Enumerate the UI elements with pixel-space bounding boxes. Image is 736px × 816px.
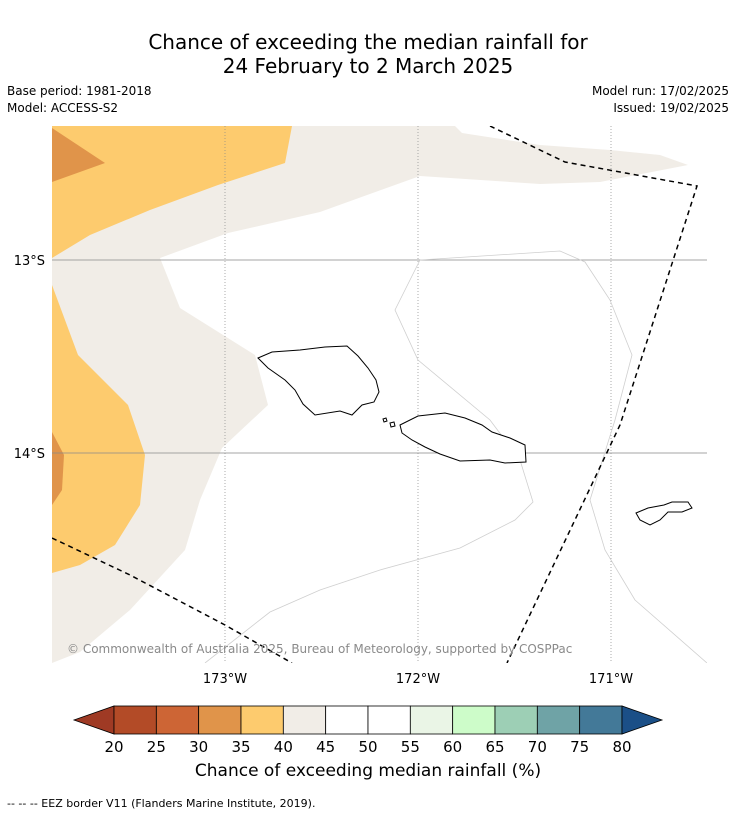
colorbar-segment-65-70 (494, 705, 538, 735)
issued-date: Issued: 19/02/2025 (613, 101, 729, 115)
territorial-boundary (419, 250, 707, 663)
lon-label-172w: 172°W (396, 672, 440, 687)
colorbar-segment-55-60 (409, 705, 454, 735)
lat-label-14s: 14°S (14, 447, 45, 462)
eez-border (52, 126, 698, 663)
copyright-text: © Commonwealth of Australia 2025, Bureau… (67, 642, 572, 656)
map-title: Chance of exceeding the median rainfall … (0, 30, 736, 78)
colorbar-segment-50-55 (367, 705, 411, 735)
model-name: Model: ACCESS-S2 (7, 101, 119, 115)
boundary-lines (204, 250, 707, 663)
colorbar-labels: 20 25 30 35 40 45 50 55 60 65 70 75 80 (104, 738, 631, 756)
upolu-island (399, 412, 527, 464)
colorbar-title: Chance of exceeding median rainfall (%) (194, 761, 542, 781)
model-run: Model run: 17/02/2025 (591, 84, 729, 98)
region-30-35-north (52, 128, 105, 182)
graticule (52, 126, 707, 663)
colorbar-segment-25-30 (155, 705, 200, 735)
title-line-1: Chance of exceeding the median rainfall … (148, 30, 588, 54)
tutuila-island (635, 501, 693, 526)
colorbar-tick-35: 35 (231, 738, 250, 756)
samoa-outer-boundary (204, 259, 534, 663)
lon-label-173w: 173°W (203, 672, 247, 687)
lon-axis: 173°W 172°W 171°W (203, 672, 633, 687)
region-35-40-north (52, 126, 292, 258)
eez-footnote: -- -- -- EEZ border V11 (Flanders Marine… (7, 797, 316, 810)
base-period: Base period: 1981-2018 (7, 84, 152, 98)
colorbar-tick-60: 60 (443, 738, 462, 756)
islands (257, 345, 693, 526)
colorbar (72, 705, 664, 735)
colorbar-tick-65: 65 (485, 738, 504, 756)
savaii-island (257, 345, 380, 416)
colorbar-segment-75-80 (579, 705, 623, 735)
colorbar-tick-40: 40 (274, 738, 293, 756)
title-line-2: 24 February to 2 March 2025 (222, 54, 514, 78)
colorbar-segment-60-65 (452, 705, 496, 735)
meta-left: Base period: 1981-2018 Model: ACCESS-S2 (7, 83, 152, 117)
colorbar-tick-25: 25 (147, 738, 166, 756)
eez-border-east (489, 126, 698, 663)
colorbar-tick-70: 70 (528, 738, 547, 756)
colorbar-tick-80: 80 (612, 738, 631, 756)
colorbar-segment-35-40 (240, 705, 284, 735)
lon-label-171w: 171°W (589, 672, 633, 687)
lat-axis: 13°S 14°S (14, 254, 45, 462)
colorbar-tick-55: 55 (401, 738, 420, 756)
colorbar-segment-40-45 (282, 705, 327, 735)
colorbar-segment-20-25 (113, 705, 157, 735)
colorbar-tick-20: 20 (104, 738, 123, 756)
colorbar-extend-above (621, 705, 664, 735)
manono-islet (382, 417, 388, 423)
map-area: © Commonwealth of Australia 2025, Bureau… (52, 126, 707, 663)
lat-label-13s: 13°S (14, 254, 45, 269)
colorbar-segment-30-35 (198, 705, 242, 735)
region-35-40-west (52, 285, 145, 573)
colorbar-extend-below (72, 705, 115, 735)
colorbar-tick-50: 50 (358, 738, 377, 756)
colorbar-tick-45: 45 (316, 738, 335, 756)
colorbar-tick-30: 30 (189, 738, 208, 756)
colorbar-tick-75: 75 (570, 738, 589, 756)
colorbar-segment-70-75 (536, 705, 581, 735)
meta-right: Model run: 17/02/2025 Issued: 19/02/2025 (592, 83, 729, 117)
apolima-islet (389, 421, 396, 428)
region-30-35-west (52, 432, 64, 505)
colorbar-segment-45-50 (325, 705, 369, 735)
